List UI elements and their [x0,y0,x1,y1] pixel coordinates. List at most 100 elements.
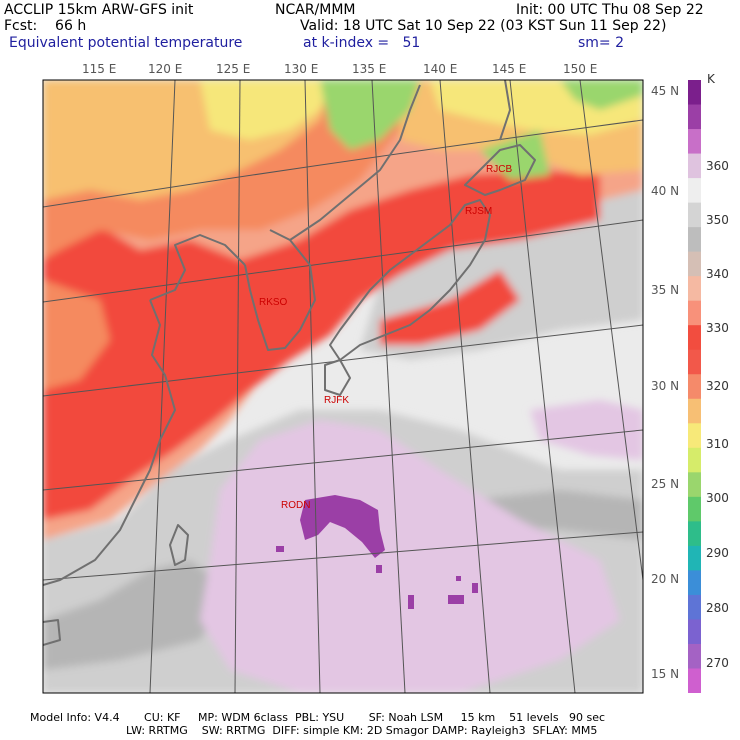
colorbar-label: 360 [706,159,729,173]
colorbar-label: 310 [706,437,729,451]
colorbar-swatch [688,374,701,400]
station-label: RODN [281,500,310,511]
china-coast [43,299,176,586]
meridian-140e [439,80,491,693]
colorbar-swatch [688,619,701,645]
colorbar-swatch [688,251,701,277]
station-label: RJCB [486,164,512,175]
station-label: RKSO [259,297,288,308]
graticule [43,80,643,693]
lon-label: 150 E [563,62,598,76]
colorbar-swatch [688,472,701,498]
meridian-150e [579,80,643,581]
forecast-hour: Fcst: 66 h [4,18,87,34]
colorbar-label: 350 [706,213,729,227]
colorbar-label: 270 [706,656,729,670]
japan-hokkaido [464,144,536,196]
lon-label: 115 E [82,62,117,76]
orange-region [43,280,110,390]
red-region [380,270,520,345]
lon-label: 130 E [284,62,319,76]
sakhalin [499,80,511,141]
station-label: RJSM [465,206,492,217]
hainan [43,619,61,646]
model-title: ACCLIP 15km ARW-GFS init [4,2,194,18]
station-label: RJFK [324,395,349,406]
purple-speck [376,565,382,573]
model-info: Model Info: V4.4 CU: KF MP: WDM 6class P… [30,711,606,724]
taiwan [169,524,189,566]
colorbar [688,80,701,693]
meridian-120e [149,80,176,693]
org-label: NCAR/MMM [275,2,356,18]
parallel-25n [43,429,643,491]
purple-speck [408,595,414,609]
valid-time: Valid: 18 UTC Sat 10 Sep 22 (03 KST Sun … [300,18,667,34]
green-region [320,80,420,150]
colorbar-swatch [688,300,701,326]
colorbar-swatch [688,325,701,351]
colorbar-swatch [688,496,701,522]
lat-label: 45 N [651,84,680,98]
japan-kyushu [324,359,351,396]
colorbar-swatch [688,202,701,228]
lon-label: 125 E [216,62,251,76]
parallel-35n [43,219,643,303]
korea-coast [244,229,316,351]
meridian-125e [234,80,241,693]
colorbar-swatch [688,594,701,620]
purple-speck [276,546,284,552]
purple-speck [448,595,464,604]
colorbar-swatch [688,129,701,155]
japan-honshu [329,199,491,361]
lon-label: 140 E [423,62,458,76]
lon-label: 135 E [352,62,387,76]
colorbar-label: 290 [706,546,729,560]
colorbar-swatch [688,521,701,547]
colorbar-swatch [688,349,701,375]
russia-coast [289,84,421,241]
colorbar-label: 300 [706,491,729,505]
colorbar-swatch [688,570,701,596]
physics-info: LW: RRTMG SW: RRTMG DIFF: simple KM: 2D … [126,724,598,737]
k-index-label: at k-index = 51 [303,35,421,51]
lon-label: 120 E [148,62,183,76]
lat-label: 25 N [651,477,680,491]
colorbar-swatch [688,80,701,106]
colorbar-unit: K [707,72,715,86]
init-time: Init: 00 UTC Thu 08 Sep 22 [516,2,704,18]
colorbar-swatch [688,276,701,302]
colorbar-swatch [688,104,701,130]
colorbar-swatch [688,643,701,669]
parallel-40n [43,119,643,208]
red-region [43,170,600,520]
colorbar-swatch [688,227,701,253]
green-region [480,130,550,180]
field-shading [43,80,643,693]
lon-label: 145 E [492,62,527,76]
bohai-coast [149,234,246,301]
field-name: Equivalent potential temperature [9,35,243,51]
dark-grey-band [43,560,230,670]
parallel-30n [43,324,643,397]
meridian-135e [371,80,406,693]
colorbar-swatch [688,447,701,473]
lavender-region [200,420,620,693]
purple-speck [472,583,478,593]
colorbar-swatch [688,545,701,571]
purple-core [300,495,385,558]
colorbar-swatch [688,423,701,449]
meridian-130e [304,80,321,693]
colorbar-label: 280 [706,601,729,615]
lat-label: 40 N [651,184,680,198]
colorbar-label: 340 [706,267,729,281]
colorbar-swatch [688,668,701,693]
lavender-region [530,400,643,460]
lat-label: 30 N [651,379,680,393]
yellow-region [200,80,330,140]
smoothing-label: sm= 2 [578,35,625,51]
colorbar-label: 330 [706,321,729,335]
map-frame [42,79,644,694]
colorbar-swatch [688,178,701,204]
